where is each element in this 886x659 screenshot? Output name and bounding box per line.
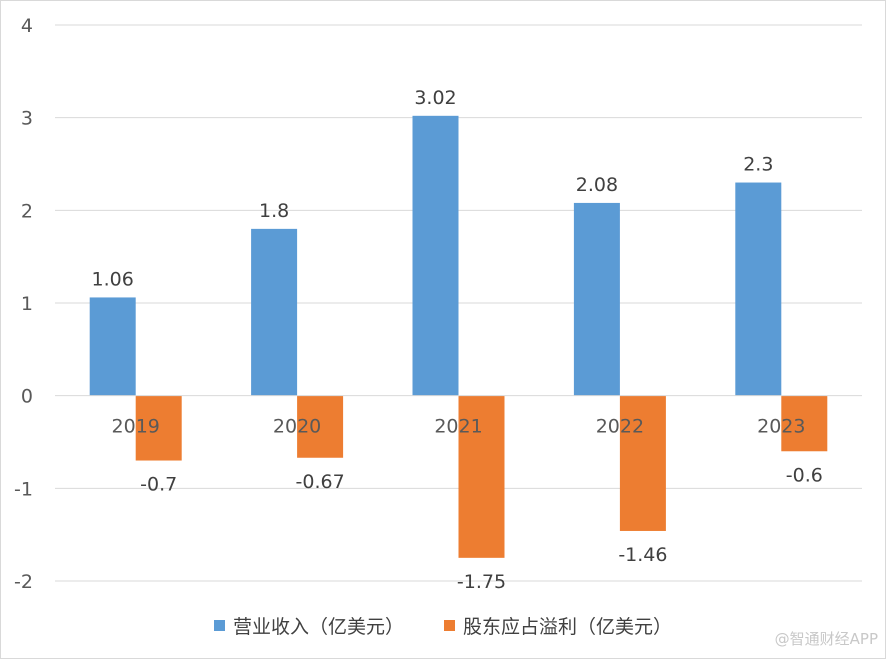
bar-revenue xyxy=(251,228,298,396)
bar-profit xyxy=(781,395,828,452)
y-tick-label: -2 xyxy=(14,571,33,593)
legend-label-revenue: 营业收入（亿美元） xyxy=(232,615,404,638)
legend-swatch-revenue xyxy=(213,619,225,631)
data-label: -1.46 xyxy=(618,544,667,566)
data-label: -0.67 xyxy=(296,471,345,493)
bar-profit xyxy=(458,395,505,558)
bar-revenue xyxy=(573,202,620,396)
y-tick-label: 1 xyxy=(21,293,33,315)
x-tick-label: 2021 xyxy=(434,416,482,438)
y-tick-label: 4 xyxy=(21,15,33,37)
x-tick-label: 2019 xyxy=(112,416,160,438)
data-label: 1.8 xyxy=(259,200,289,222)
legend-swatch-profit xyxy=(444,619,455,631)
x-tick-label: 2022 xyxy=(596,416,644,438)
legend-label-profit: 股东应占溢利（亿美元） xyxy=(463,615,673,638)
data-label: -0.7 xyxy=(140,474,177,496)
bar-profit xyxy=(619,395,666,531)
bar-revenue xyxy=(89,297,136,396)
legend-item-profit: 股东应占溢利（亿美元） xyxy=(444,612,672,639)
data-label: 2.3 xyxy=(743,154,773,176)
data-label: 3.02 xyxy=(414,87,456,109)
data-label: -0.6 xyxy=(786,464,823,486)
bar-profit xyxy=(297,395,344,458)
x-tick-label: 2020 xyxy=(273,416,321,438)
data-label: -1.75 xyxy=(457,571,506,593)
bar-revenue xyxy=(735,182,782,396)
y-tick-label: 2 xyxy=(21,200,33,222)
watermark: @智通财经APP xyxy=(774,630,878,648)
legend-item-revenue: 营业收入（亿美元） xyxy=(213,612,404,639)
legend: 营业收入（亿美元） 股东应占溢利（亿美元） xyxy=(0,610,886,640)
bar-profit xyxy=(135,395,182,461)
y-tick-label: 3 xyxy=(21,108,33,130)
bar-revenue xyxy=(412,115,459,396)
x-tick-label: 2023 xyxy=(757,416,805,438)
data-label: 2.08 xyxy=(576,174,618,196)
y-tick-label: -1 xyxy=(14,478,33,500)
data-label: 1.06 xyxy=(92,268,134,290)
y-tick-label: 0 xyxy=(21,386,33,408)
